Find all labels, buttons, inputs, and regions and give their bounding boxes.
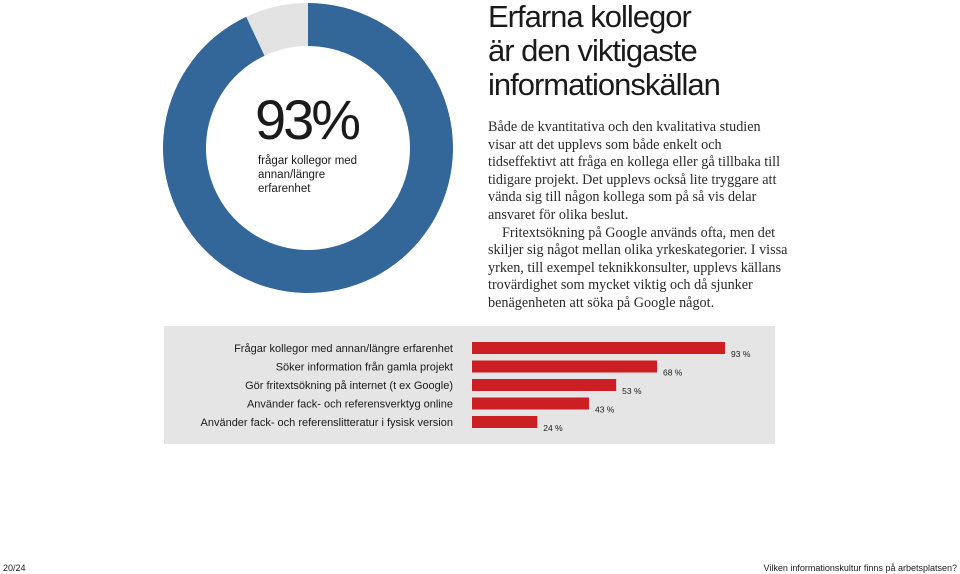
bar bbox=[472, 342, 725, 354]
footer-title: Vilken informationskultur finns på arbet… bbox=[763, 563, 957, 573]
donut-slice-rest bbox=[246, 3, 308, 56]
page-title: Erfarna kollegor är den viktigaste infor… bbox=[488, 0, 958, 102]
title-line: Erfarna kollegor bbox=[488, 0, 692, 34]
bar-category-label: Frågar kollegor med annan/längre erfaren… bbox=[234, 343, 453, 355]
donut-percentage: 93% bbox=[255, 88, 361, 151]
bar-value-label: 53 % bbox=[622, 386, 642, 396]
bar-category-label: Gör fritextsökning på internet (t ex Goo… bbox=[245, 380, 453, 392]
donut-caption: frågar kollegor med annan/längre erfaren… bbox=[258, 155, 358, 195]
bar-value-label: 93 % bbox=[731, 349, 751, 359]
bar bbox=[472, 379, 617, 391]
body-paragraph: Både de kvantitativa och den kvalitativa… bbox=[488, 119, 781, 223]
donut-slice-main bbox=[163, 3, 453, 293]
bar-chart: Frågar kollegor med annan/längre erfaren… bbox=[201, 342, 751, 433]
bar bbox=[472, 416, 538, 428]
bar-value-label: 24 % bbox=[543, 423, 563, 433]
donut-chart bbox=[163, 3, 453, 293]
bar-category-label: Söker information från gamla projekt bbox=[276, 362, 453, 374]
bar-value-label: 68 % bbox=[663, 368, 683, 378]
bar-category-label: Använder fack- och referenslitteratur i … bbox=[201, 417, 454, 429]
bar bbox=[472, 397, 589, 410]
bar-value-label: 43 % bbox=[595, 405, 615, 415]
bar bbox=[472, 360, 657, 373]
title-line: informationskällan bbox=[488, 67, 721, 102]
bar-chart-panel: Frågar kollegor med annan/längre erfaren… bbox=[164, 326, 775, 444]
title-line: är den viktigaste bbox=[488, 33, 698, 68]
body-text: Både de kvantitativa och den kvalitativa… bbox=[488, 119, 788, 313]
page-number: 20/24 bbox=[3, 563, 26, 573]
body-paragraph: Fritextsökning på Google används ofta, m… bbox=[488, 224, 788, 311]
bar-category-label: Använder fack- och referensverktyg onlin… bbox=[247, 399, 453, 411]
